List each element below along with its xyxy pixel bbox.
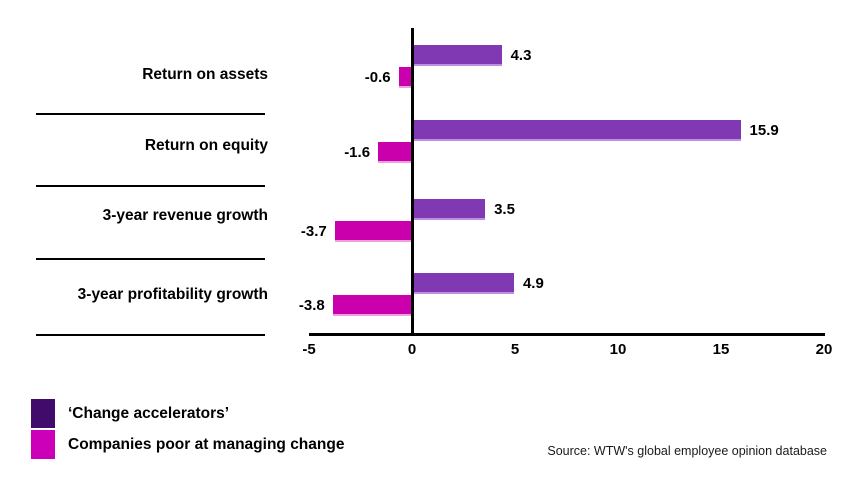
value-label: -3.8 (298, 296, 325, 314)
x-tick-label: 0 (407, 341, 417, 358)
legend-item-change-accelerators: ‘Change accelerators’ (31, 399, 229, 428)
x-axis-line (309, 333, 825, 336)
value-label: 3.5 (494, 200, 515, 218)
category-label: 3-year profitability growth (77, 286, 268, 303)
legend-label-poor-at-change: Companies poor at managing change (68, 435, 345, 453)
value-label: 15.9 (749, 121, 779, 139)
row-separator (36, 334, 265, 336)
bar-poor-at-change (378, 142, 411, 163)
bar-poor-at-change (332, 295, 411, 316)
x-tick-label: 20 (815, 341, 833, 358)
category-label: 3-year revenue growth (102, 207, 268, 224)
legend-swatch-poor-at-change (31, 430, 55, 459)
bar-poor-at-change (334, 221, 411, 242)
x-tick-label: 10 (609, 341, 627, 358)
row-separator (36, 185, 265, 187)
bar-change-accelerators (413, 273, 514, 294)
bar-poor-at-change (398, 67, 411, 88)
x-tick-label: 5 (510, 341, 520, 358)
x-tick-label: 15 (712, 341, 730, 358)
value-label: 4.9 (522, 274, 544, 292)
category-label: Return on assets (142, 66, 268, 83)
bar-change-accelerators (413, 199, 486, 220)
row-separator (36, 113, 265, 115)
bar-change-accelerators (413, 45, 502, 66)
legend-label-change-accelerators: ‘Change accelerators’ (68, 404, 230, 422)
value-label: -1.6 (344, 143, 371, 161)
value-label: -3.7 (300, 222, 327, 240)
source-note: Source: WTW's global employee opinion da… (547, 444, 827, 458)
value-label: -0.6 (364, 68, 391, 86)
legend-swatch-change-accelerators (31, 399, 55, 428)
row-separator (36, 258, 265, 260)
value-label: 4.3 (510, 46, 532, 64)
zero-axis-line (411, 28, 414, 335)
x-tick-label: -5 (302, 341, 316, 358)
legend-item-poor-at-change: Companies poor at managing change (31, 430, 344, 459)
bar-change-accelerators (413, 120, 741, 141)
category-label: Return on equity (144, 137, 268, 154)
